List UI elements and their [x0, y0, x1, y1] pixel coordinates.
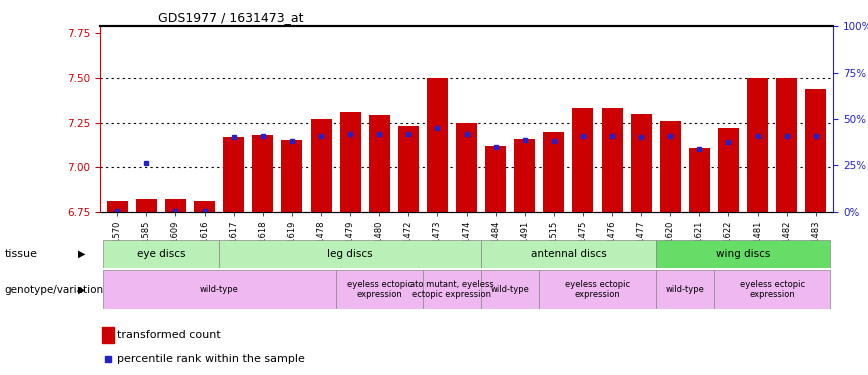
Bar — [456, 123, 477, 212]
Bar — [514, 139, 536, 212]
Text: ato mutant, eyeless
ectopic expression: ato mutant, eyeless ectopic expression — [410, 280, 494, 299]
Bar — [427, 78, 448, 212]
Text: eyeless ectopic
expression: eyeless ectopic expression — [740, 280, 805, 299]
Bar — [311, 119, 332, 212]
Bar — [481, 240, 655, 268]
Bar — [689, 148, 710, 212]
Text: tissue: tissue — [4, 249, 37, 259]
Bar — [102, 270, 336, 309]
Bar — [485, 146, 506, 212]
Bar — [718, 128, 739, 212]
Bar — [602, 108, 622, 212]
Bar — [369, 116, 390, 212]
Bar — [714, 270, 831, 309]
Bar — [102, 327, 114, 343]
Text: wing discs: wing discs — [716, 249, 770, 259]
Bar — [776, 78, 797, 212]
Text: wild-type: wild-type — [666, 285, 704, 294]
Bar — [194, 201, 215, 212]
Bar — [543, 132, 564, 212]
Bar — [747, 78, 768, 212]
Bar — [136, 200, 157, 212]
Text: genotype/variation: genotype/variation — [4, 285, 103, 295]
Bar — [573, 108, 594, 212]
Text: leg discs: leg discs — [327, 249, 373, 259]
Bar — [253, 135, 273, 212]
Text: wild-type: wild-type — [200, 285, 239, 294]
Bar — [336, 270, 423, 309]
Text: ▶: ▶ — [77, 249, 85, 259]
Text: wild-type: wild-type — [490, 285, 529, 294]
Bar — [398, 126, 419, 212]
Bar — [655, 270, 714, 309]
Bar — [165, 200, 186, 212]
Bar — [423, 270, 481, 309]
Bar — [223, 137, 244, 212]
Text: ▶: ▶ — [77, 285, 85, 295]
Text: percentile rank within the sample: percentile rank within the sample — [117, 354, 305, 364]
Text: eye discs: eye discs — [136, 249, 185, 259]
Text: antennal discs: antennal discs — [530, 249, 606, 259]
Bar — [281, 141, 302, 212]
Text: eyeless ectopic
expression: eyeless ectopic expression — [346, 280, 411, 299]
Bar — [806, 89, 826, 212]
Bar — [481, 270, 539, 309]
Bar — [339, 112, 360, 212]
Text: transformed count: transformed count — [117, 330, 220, 340]
Bar — [107, 201, 128, 212]
Bar — [660, 121, 681, 212]
Bar — [219, 240, 481, 268]
Bar — [539, 270, 655, 309]
Text: eyeless ectopic
expression: eyeless ectopic expression — [565, 280, 630, 299]
Bar — [631, 114, 652, 212]
Bar — [102, 240, 219, 268]
Bar — [655, 240, 831, 268]
Text: GDS1977 / 1631473_at: GDS1977 / 1631473_at — [159, 11, 304, 24]
